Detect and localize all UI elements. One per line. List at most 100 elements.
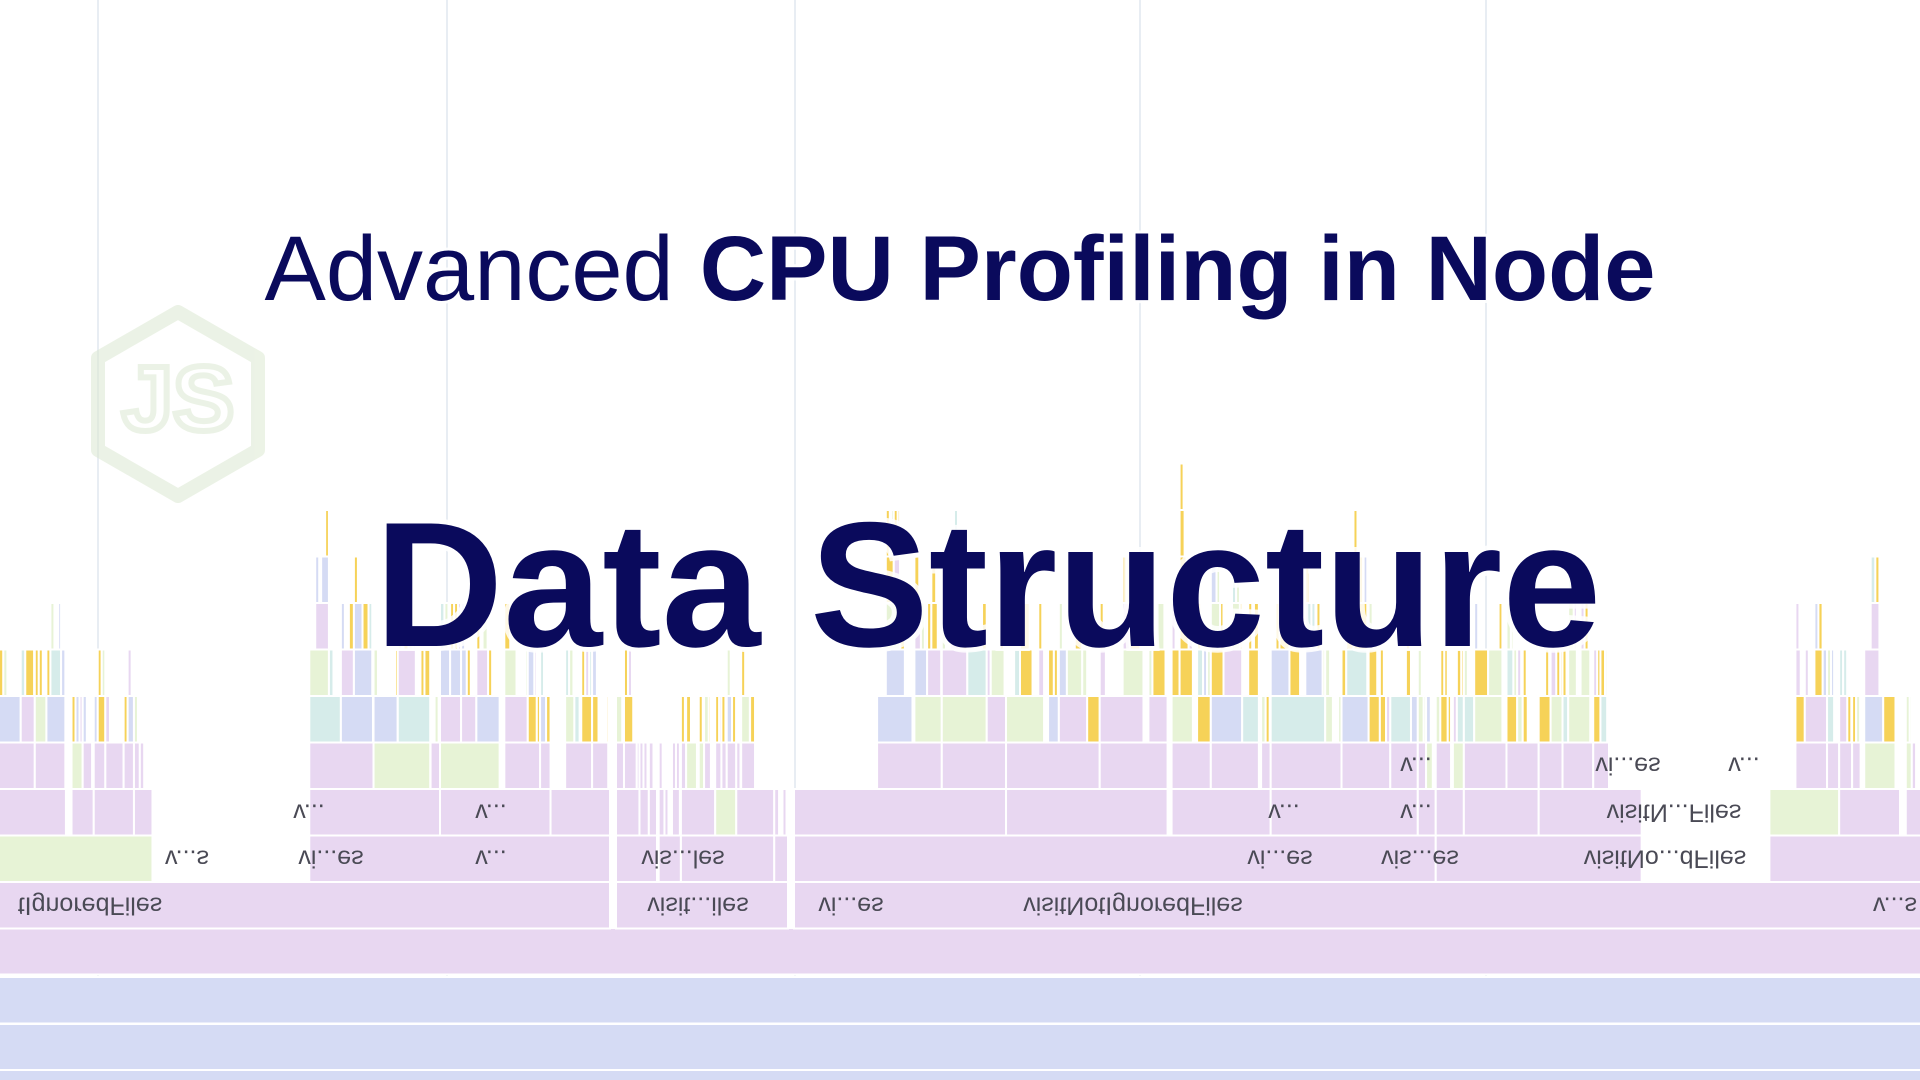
flame-frame [1882,695,1897,744]
flame-frame [740,741,757,790]
flame-frame [1537,695,1552,744]
flame-label: visitNo...dFiles [1584,844,1747,872]
flame-frame [1304,555,1311,604]
flame-frame [564,695,576,744]
flame-frame [1209,695,1244,744]
flame-frame [92,788,135,837]
flame-label: v... [1268,798,1299,826]
flame-frame [1561,741,1595,790]
flame-frame [33,741,67,790]
flame-frame [591,695,600,744]
flame-label: v...s [1873,891,1917,919]
flame-frame [1285,555,1291,604]
flame-frame [96,695,107,744]
flame-frame [930,555,938,604]
flame-frame [503,602,512,651]
flame-frame [429,741,441,790]
flame-frame [615,741,625,790]
flame-frame [70,788,95,837]
flame-frame [638,788,650,837]
flame-frame [622,695,635,744]
flame-frame [37,648,44,697]
flame-frame [352,648,374,697]
flame-frame [952,509,959,558]
flame-label: vis...les [641,844,724,872]
flame-frame [372,741,432,790]
title: Advanced CPU Profiling in Node [265,218,1656,320]
flame-frame [308,788,441,837]
flame-frame [647,741,655,790]
flame-frame [81,741,94,790]
flame-frame [60,648,67,697]
flame-label: vis...es [1381,844,1459,872]
flame-frame [1098,695,1145,744]
flame-frame [1537,741,1564,790]
flame-frame [372,648,379,697]
flame-frame [1340,741,1392,790]
flame-frame [1367,695,1381,744]
flame-frame [308,741,375,790]
flame-frame [1863,741,1897,790]
flame-frame [1155,602,1166,651]
flame-frame [685,695,692,744]
flame-frame [749,695,757,744]
flame-frame [735,788,776,837]
flame-frame [132,788,154,837]
flame-frame [1842,648,1849,697]
flame-frame [1561,648,1568,697]
flame-frame [70,741,84,790]
flame-frame [2,648,9,697]
flame-frame [876,695,914,744]
flame-frame [1389,695,1412,744]
flame-frame [443,602,450,651]
flame-frame [1081,648,1089,697]
flame-frame [674,741,681,790]
flame-frame [1185,555,1190,604]
flame-frame [1462,741,1508,790]
flame-frame [104,741,125,790]
flame-frame [396,602,403,651]
flame-label: vi...es [1247,844,1312,872]
flame-frame [899,602,906,651]
flame-frame [57,602,63,651]
flame-frame [670,788,681,837]
flame-frame [438,741,501,790]
flame-frame [740,648,747,697]
flame-frame [1497,602,1504,651]
flame-frame [1005,695,1046,744]
flame-frame [1451,741,1465,790]
flame-frame [573,695,581,744]
flame-frame [1869,602,1881,651]
flame-frame [1908,695,1913,744]
flame-frame [412,602,417,651]
flame-frame [1404,602,1411,651]
flame-frame [1170,602,1177,651]
flame-frame [731,695,738,744]
flame-label: vi...es [1595,751,1660,779]
flame-frame [475,695,501,744]
flame-frame [352,555,359,604]
flame-frame [725,741,738,790]
flame-frame [568,648,575,697]
flame-frame [1473,602,1480,651]
flame-frame [1846,695,1853,744]
flame-frame [0,695,22,744]
flame-frame [564,741,594,790]
flame-frame [1768,788,1841,837]
flame-frame [1863,648,1881,697]
flame-frame [1794,648,1802,697]
flame-frame [1583,602,1590,651]
flame-label: v... [475,844,506,872]
flame-frame [1521,695,1529,744]
flame-frame [104,695,111,744]
flame-frame [1443,648,1449,697]
flame-label: vi...es [298,844,363,872]
flame-frame [1544,648,1551,697]
flame-frame [460,602,467,651]
flame-frame [1416,648,1423,697]
flame-frame [740,695,751,744]
flame-frame [622,741,638,790]
flame-frame [1037,602,1044,651]
flame-frame [320,555,330,604]
flame-frame [679,788,717,837]
